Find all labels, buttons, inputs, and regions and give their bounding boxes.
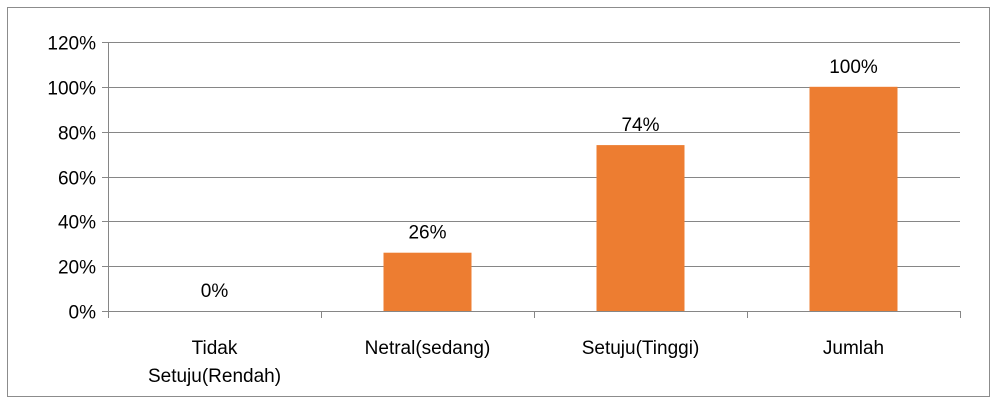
bars — [383, 86, 898, 311]
data-label: 26% — [408, 223, 446, 244]
data-labels: 0% 26% 74% 100% — [201, 57, 878, 302]
y-tick-label: 100% — [47, 79, 96, 100]
y-tick-label: 80% — [58, 124, 96, 145]
x-category-labels: Tidak Setuju(Rendah) Netral(sedang) Setuju(… — [148, 338, 884, 387]
y-tick-label: 20% — [58, 258, 96, 279]
data-label: 100% — [829, 57, 878, 78]
x-category-label: Jumlah — [823, 338, 884, 359]
y-tick-label: 60% — [58, 169, 96, 190]
y-tick-label: 40% — [58, 213, 96, 234]
y-tick-label: 0% — [69, 303, 97, 324]
y-tick-labels: 0% 20% 40% 60% 80% 100% 120% — [47, 34, 96, 324]
axes — [102, 42, 961, 318]
bar — [809, 86, 898, 311]
data-label: 0% — [201, 281, 229, 302]
x-category-label: Setuju(Tinggi) — [582, 338, 700, 359]
y-tick-label: 120% — [47, 34, 96, 55]
bar — [596, 145, 685, 311]
data-label: 74% — [621, 115, 659, 136]
bar — [383, 252, 472, 311]
x-category-label: Tidak Setuju(Rendah) — [148, 338, 281, 387]
x-category-label: Netral(sedang) — [365, 338, 491, 359]
